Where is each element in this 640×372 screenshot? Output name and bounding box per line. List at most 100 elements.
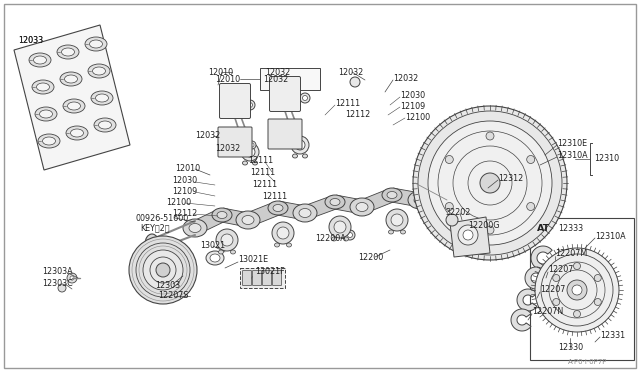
Text: 12207: 12207 [540,285,565,295]
FancyBboxPatch shape [243,270,252,285]
Ellipse shape [66,126,88,140]
FancyBboxPatch shape [253,270,262,285]
Circle shape [248,103,253,108]
Circle shape [391,214,403,226]
Text: 12312: 12312 [498,173,524,183]
Circle shape [553,298,560,305]
Circle shape [291,136,309,154]
Text: 12032: 12032 [338,67,364,77]
Ellipse shape [42,137,56,145]
Ellipse shape [145,234,159,254]
Circle shape [277,227,289,239]
Polygon shape [276,201,307,220]
Ellipse shape [206,251,224,265]
Ellipse shape [93,67,106,75]
Ellipse shape [440,191,454,209]
Ellipse shape [253,161,257,165]
FancyBboxPatch shape [269,77,301,112]
Text: 12100: 12100 [166,198,191,206]
Ellipse shape [230,250,236,254]
Circle shape [573,311,580,317]
Circle shape [245,100,255,110]
Ellipse shape [60,72,82,86]
Circle shape [345,230,355,240]
Ellipse shape [57,45,79,59]
Ellipse shape [94,118,116,132]
Ellipse shape [183,219,207,237]
Ellipse shape [217,212,227,218]
Text: 12303C: 12303C [42,279,73,288]
Bar [260,68,320,90]
Circle shape [486,226,494,234]
Text: 12112: 12112 [172,208,197,218]
Text: 12310E: 12310E [557,138,587,148]
Ellipse shape [38,134,60,148]
Circle shape [428,121,552,245]
Ellipse shape [67,102,81,110]
Ellipse shape [65,75,77,83]
Polygon shape [391,188,421,207]
Ellipse shape [36,83,49,91]
Circle shape [70,276,74,280]
Ellipse shape [332,237,337,241]
Text: 12033: 12033 [18,35,43,45]
Ellipse shape [280,99,290,105]
Ellipse shape [210,254,220,262]
Polygon shape [531,246,552,270]
Text: 12207: 12207 [548,266,573,275]
Circle shape [595,298,602,305]
Ellipse shape [61,48,74,56]
Ellipse shape [388,230,394,234]
Circle shape [129,236,197,304]
Text: 12207S: 12207S [158,292,189,301]
Ellipse shape [88,64,110,78]
Ellipse shape [91,91,113,105]
Circle shape [156,263,170,277]
Polygon shape [360,189,395,214]
Ellipse shape [29,53,51,67]
Ellipse shape [387,192,397,199]
Ellipse shape [344,237,349,241]
Text: 12010: 12010 [208,67,233,77]
Circle shape [348,232,353,237]
Text: 12109: 12109 [400,102,425,110]
Text: 12032: 12032 [393,74,419,83]
Text: 32202: 32202 [445,208,470,217]
Ellipse shape [99,121,111,129]
Ellipse shape [275,243,280,247]
Ellipse shape [414,196,426,205]
Ellipse shape [32,80,54,94]
Ellipse shape [325,195,345,209]
Circle shape [567,280,587,300]
FancyBboxPatch shape [268,119,302,149]
Circle shape [486,132,494,140]
Text: A·P0·i·0P7P: A·P0·i·0P7P [568,359,607,365]
Text: 12333: 12333 [558,224,583,232]
Text: 12111: 12111 [250,167,275,176]
Ellipse shape [229,144,241,152]
Text: 12331: 12331 [600,330,625,340]
Circle shape [248,141,256,149]
Ellipse shape [382,188,402,202]
Polygon shape [517,289,537,311]
Circle shape [535,248,619,332]
Circle shape [595,275,602,282]
Polygon shape [221,208,250,227]
Circle shape [300,93,310,103]
Text: 12310: 12310 [594,154,619,163]
Polygon shape [245,202,280,227]
Text: 13021: 13021 [200,241,225,250]
Text: 12010: 12010 [175,164,200,173]
Circle shape [221,234,233,246]
Ellipse shape [330,199,340,205]
Text: 12303: 12303 [155,280,180,289]
Text: 00926-51600: 00926-51600 [135,214,188,222]
Ellipse shape [401,230,406,234]
Circle shape [67,273,77,283]
Polygon shape [450,217,490,257]
Ellipse shape [90,40,102,48]
Circle shape [445,155,453,164]
Text: 13021E: 13021E [238,256,268,264]
Text: 12111: 12111 [248,155,273,164]
Ellipse shape [40,110,52,118]
